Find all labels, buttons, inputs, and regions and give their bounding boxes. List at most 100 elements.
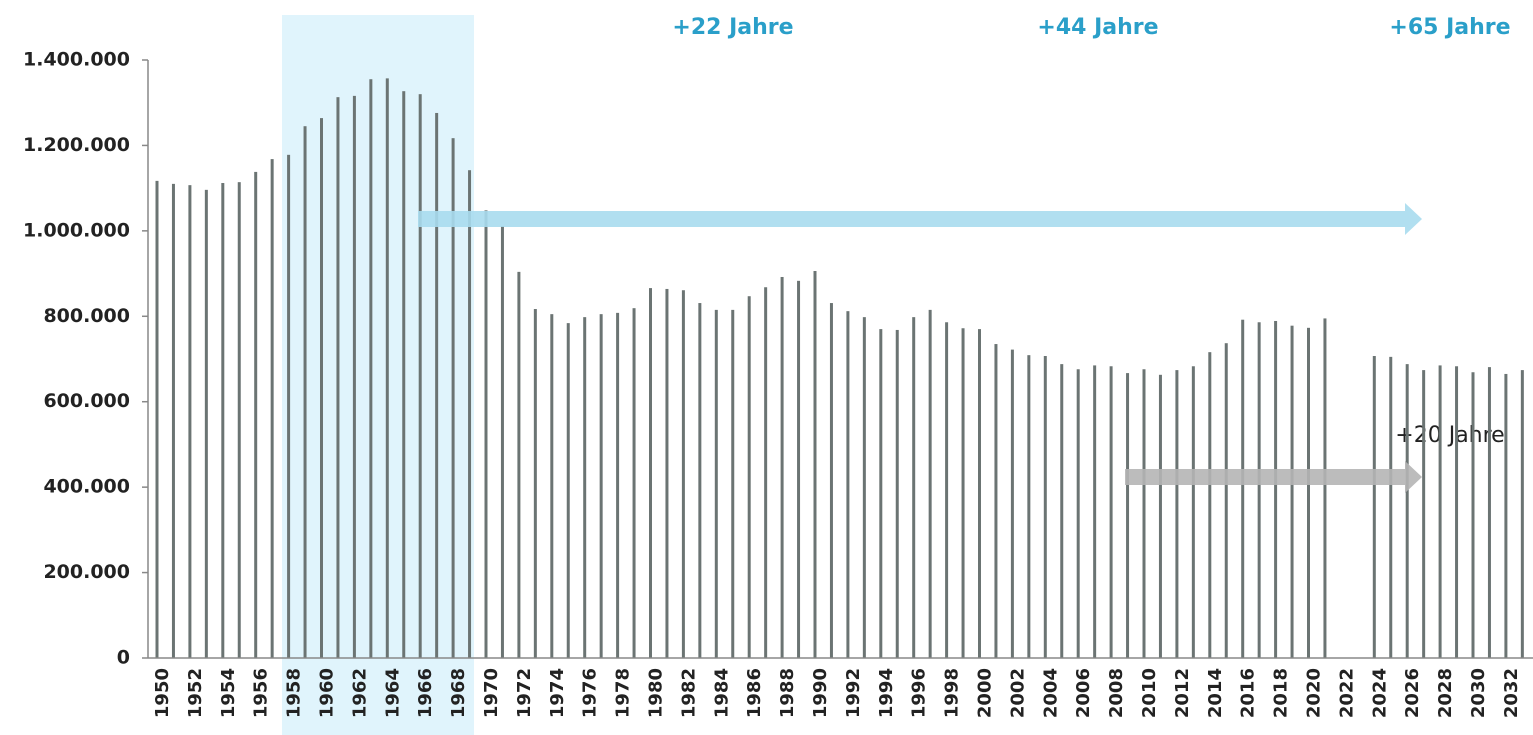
bar (928, 309, 932, 658)
bar (385, 78, 389, 659)
bar (155, 180, 159, 659)
x-tick-label: 2026 (1402, 668, 1423, 718)
x-tick-label: 1998 (942, 668, 963, 718)
bar (1109, 366, 1113, 658)
bar (764, 287, 768, 658)
x-tick-label: 2022 (1336, 668, 1357, 718)
x-tick-label: 1984 (711, 668, 732, 718)
bar (813, 271, 817, 658)
bar (912, 317, 916, 658)
bar (1520, 370, 1524, 658)
x-tick-label: 2010 (1139, 668, 1160, 718)
bar (435, 112, 439, 659)
x-tick-label: 1976 (580, 668, 601, 718)
annotation: +44 Jahre (1037, 15, 1158, 40)
highlight-band (282, 15, 474, 735)
bar (402, 91, 406, 659)
bar (550, 314, 554, 658)
bar (1010, 349, 1014, 658)
bar (1224, 343, 1228, 658)
y-tick-label: 1.000.000 (23, 219, 130, 241)
x-tick-label: 1996 (909, 668, 930, 718)
x-tick-label: 1982 (678, 668, 699, 718)
bar (1158, 374, 1162, 658)
bar (961, 328, 965, 658)
bar (369, 79, 373, 658)
x-tick-label: 1974 (547, 668, 568, 718)
x-tick-label: 1992 (843, 668, 864, 718)
bars (155, 78, 1524, 659)
bar (270, 159, 274, 658)
bar (468, 170, 472, 658)
x-tick-label: 2014 (1205, 668, 1226, 718)
arrow-gray (1125, 461, 1422, 493)
bar (171, 183, 175, 658)
bar (632, 308, 636, 658)
x-tick-label: 1962 (349, 668, 370, 718)
bar (1438, 365, 1442, 658)
bar (1405, 364, 1409, 658)
bar (846, 311, 850, 658)
bar (616, 312, 620, 658)
x-tick-label: 2028 (1435, 668, 1456, 718)
bar (698, 303, 702, 658)
bar (204, 189, 208, 658)
x-tick-label: 1990 (810, 668, 831, 718)
x-tick-label: 2002 (1007, 668, 1028, 718)
bar (665, 288, 669, 658)
bar (681, 290, 685, 658)
bar (1208, 352, 1212, 658)
x-tick-label: 1966 (415, 668, 436, 718)
bar (1274, 320, 1278, 658)
x-tick-label: 2024 (1369, 668, 1390, 718)
bar (254, 171, 258, 658)
bar (500, 226, 504, 658)
x-tick-label: 2000 (975, 668, 996, 718)
bar (566, 323, 570, 658)
bar (451, 138, 455, 659)
bar (1257, 322, 1261, 658)
bar (583, 317, 587, 658)
bar (517, 271, 521, 658)
y-tick-label: 0 (117, 647, 130, 669)
x-tick-label: 1952 (185, 668, 206, 718)
bar (320, 118, 323, 658)
bar (1027, 355, 1031, 658)
bar (1323, 318, 1327, 658)
bar (237, 182, 241, 659)
x-tick-label: 1980 (646, 668, 667, 718)
x-tick-label: 1988 (777, 668, 798, 718)
bar (1372, 356, 1376, 658)
bar (303, 126, 307, 658)
bar (1126, 373, 1130, 658)
x-tick-label: 1970 (481, 668, 502, 718)
bar (221, 183, 225, 658)
bar (1504, 373, 1508, 658)
bar (731, 309, 735, 658)
x-tick-label: 2020 (1304, 668, 1325, 718)
bar (1142, 369, 1146, 658)
bar (1060, 364, 1064, 658)
bar (978, 329, 981, 658)
bar (1487, 367, 1491, 658)
bar (1389, 356, 1393, 658)
x-tick-label: 2018 (1271, 668, 1292, 718)
x-tick-label: 1972 (514, 668, 535, 718)
bar (1471, 372, 1475, 658)
bar (994, 344, 998, 658)
x-tick-label: 2030 (1468, 668, 1489, 718)
bar (599, 314, 603, 658)
bar (188, 185, 192, 658)
bar (649, 288, 652, 658)
x-tick-label: 1994 (876, 668, 897, 718)
annotation: +65 Jahre (1389, 15, 1510, 40)
x-tick-label: 2006 (1073, 668, 1094, 718)
x-tick-label: 1986 (744, 668, 765, 718)
bar (797, 280, 801, 658)
x-tick-label: 1968 (448, 668, 469, 718)
bar (484, 210, 488, 658)
x-tick-label: 2032 (1501, 668, 1522, 718)
x-tick-label: 2004 (1040, 668, 1061, 718)
bar (336, 97, 340, 658)
